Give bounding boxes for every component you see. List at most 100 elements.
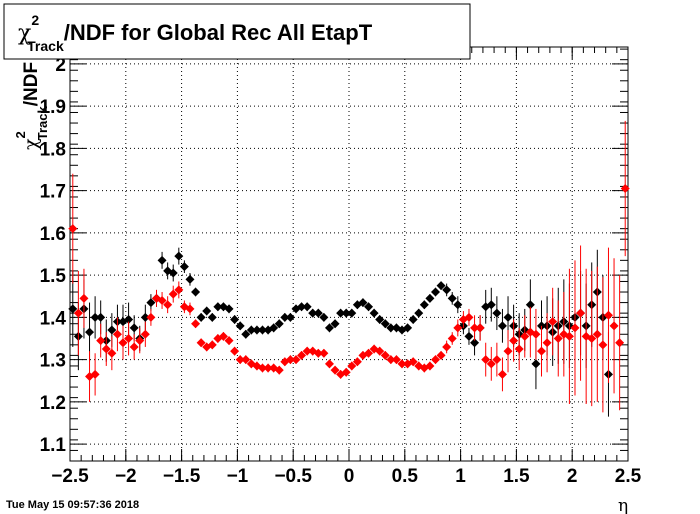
data-point [241,329,251,339]
data-point [592,329,602,339]
data-point [235,321,245,331]
data-point [269,323,279,333]
data-point [319,348,329,358]
data-point [252,325,262,335]
data-point [313,348,323,358]
data-point [609,321,619,331]
x-tick-label: −2 [115,466,137,487]
y-tick-label: 1.8 [40,139,66,160]
data-point [163,300,173,310]
data-point [324,359,334,369]
data-point [447,293,457,303]
data-point [352,357,362,367]
data-point [191,287,201,297]
data-point [336,308,346,318]
data-point [96,312,106,322]
data-point [308,308,318,318]
data-point [179,262,189,272]
data-point [358,298,368,308]
data-point [391,355,401,365]
data-point [85,327,95,337]
y-tick-label: 1.3 [40,351,66,372]
data-point [140,329,150,339]
data-point [436,350,446,360]
data-point [191,319,201,329]
y-tick-label: 1.5 [40,266,67,287]
data-point [380,319,390,329]
data-point [425,293,435,303]
data-point [408,357,418,367]
data-point [330,365,340,375]
data-point [537,346,547,356]
data-point [386,323,396,333]
data-point [258,363,268,373]
data-point [241,355,251,365]
data-point [403,323,413,333]
data-point [112,329,122,339]
data-points [68,120,630,417]
title-superscript: 2 [31,12,39,28]
data-point [436,281,446,291]
data-point [140,312,150,322]
data-point [68,224,78,234]
data-point [129,323,139,333]
x-tick-label: −1 [227,466,249,487]
data-point [615,338,625,348]
data-point [497,369,507,379]
data-point [453,323,463,333]
data-point [492,355,502,365]
data-point [246,325,256,335]
y-tick-label: 1.2 [40,393,66,414]
data-point [258,325,268,335]
plot-frame [69,46,629,462]
data-point [509,336,519,346]
data-point [430,355,440,365]
y-tick-label: 1.4 [40,308,67,329]
y-tick-label: 1.7 [40,182,66,203]
data-point [408,314,418,324]
data-point [124,333,134,343]
data-point [553,333,563,343]
data-point [107,348,117,358]
grid [70,47,628,461]
data-point [280,312,290,322]
data-point [520,331,530,341]
data-point [330,319,340,329]
data-point [369,308,379,318]
data-point [263,363,273,373]
x-tick-label: 0.5 [392,466,419,487]
data-point [542,338,552,348]
data-point [587,333,597,343]
data-point [475,323,485,333]
series-1 [68,120,630,413]
y-tick-labels: 1.1 1.2 1.3 1.4 1.5 1.6 1.7 1.8 1.9 2 [40,55,67,456]
y-tick-label: 1.1 [40,435,67,456]
data-point [101,344,111,354]
data-point [425,361,435,371]
data-point [157,295,167,305]
x-tick-label: 2.5 [615,466,642,487]
data-point [196,338,206,348]
data-point [375,346,385,356]
data-point [90,312,100,322]
title-text: /NDF for Global Rec All EtapT [64,20,373,45]
title-symbol: χ [18,21,31,46]
data-point [274,365,284,375]
data-point [168,289,178,299]
data-point [118,338,128,348]
data-point [135,336,145,346]
data-point [430,287,440,297]
x-tick-label: 1 [455,466,466,487]
data-point [470,323,480,333]
data-point [364,348,374,358]
data-point [576,308,586,318]
data-point [414,308,424,318]
data-point [364,302,374,312]
data-point [218,331,228,341]
data-point [470,338,480,348]
data-point [531,329,541,339]
data-point [224,336,234,346]
data-point [442,285,452,295]
data-point [347,361,357,371]
data-point [291,355,301,365]
